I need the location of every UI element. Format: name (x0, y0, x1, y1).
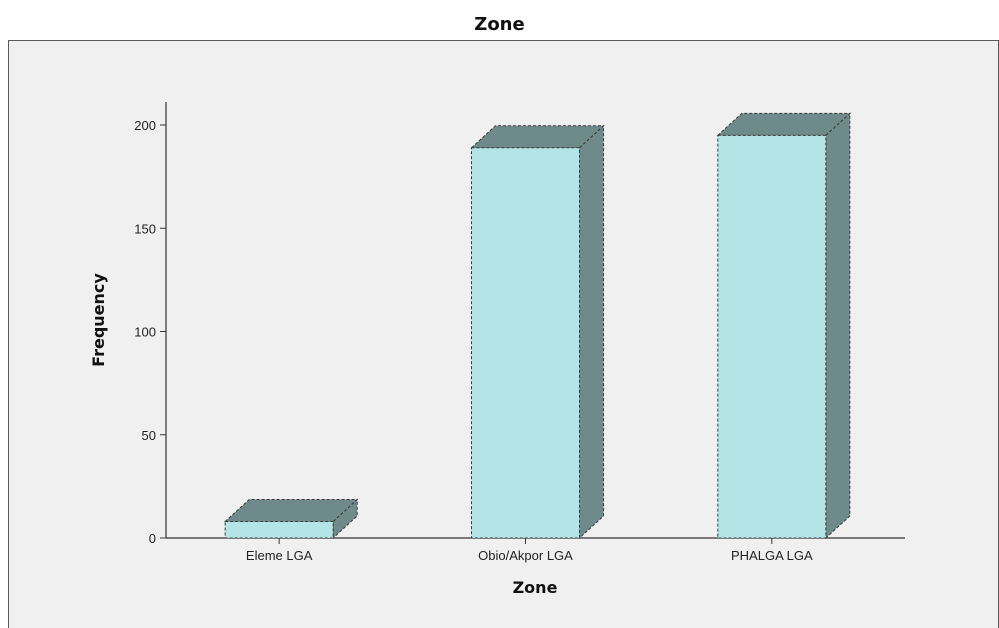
x-tick-label: Obio/Akpor LGA (478, 548, 573, 563)
y-tick-label: 200 (134, 118, 156, 133)
bar (470, 124, 605, 540)
x-tick-label: PHALGA LGA (731, 548, 813, 563)
y-axis-title: Frequency (89, 273, 108, 367)
x-tick-label: Eleme LGA (246, 548, 313, 563)
y-tick-label: 100 (134, 325, 156, 340)
bar-side (825, 112, 851, 540)
bar-front (717, 134, 827, 539)
bar (223, 498, 359, 540)
bar-front (471, 147, 580, 539)
bar-side (579, 124, 604, 540)
y-tick-label: 0 (149, 531, 156, 546)
bar (716, 112, 852, 540)
bars (223, 112, 852, 540)
bar-top (223, 498, 359, 522)
x-axis-title: Zone (513, 578, 558, 597)
axes: 0 50 100 150 200 Eleme LGA Obio/Akpor LGA PHALG… (134, 102, 905, 563)
bar-top (716, 112, 852, 136)
y-tick-label: 50 (142, 428, 156, 443)
chart-title: Zone (474, 14, 525, 35)
bar-front (224, 520, 334, 539)
y-tick-label: 150 (134, 221, 156, 236)
bar-top (470, 125, 605, 149)
